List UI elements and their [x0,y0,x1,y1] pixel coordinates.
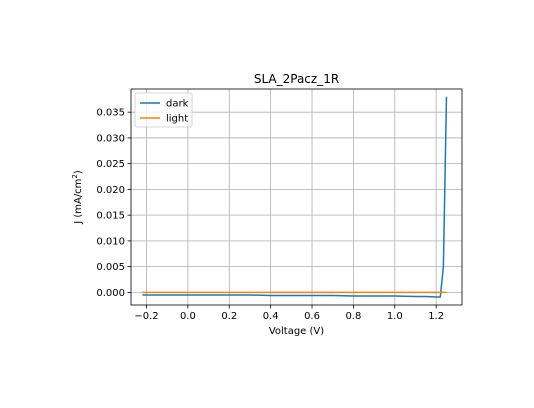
y-tick-label: 0.030 [96,133,125,144]
x-tick-label: 0.6 [304,311,320,322]
y-tick-label: 0.005 [96,262,125,273]
x-tick-label: 1.0 [387,311,403,322]
x-tick-label: 0.2 [221,311,237,322]
y-axis-label-superscript: 2 [71,174,79,178]
chart-title: SLA_2Pacz_1R [254,72,339,86]
x-tick-label: 0.4 [263,311,279,322]
y-axis-label-main: J (mA/cm [73,179,84,225]
x-tick-label: −0.2 [134,311,158,322]
x-axis: −0.2 0.0 0.2 0.4 0.6 0.8 1.0 1.2 [134,305,444,322]
x-tick-label: 0.0 [180,311,196,322]
legend-label-dark: dark [166,99,189,110]
legend: dark light [134,92,193,128]
y-tick-label: 0.015 [96,211,125,222]
x-tick-label: 0.8 [345,311,361,322]
x-tick-label: 1.2 [428,311,444,322]
legend-label-light: light [166,114,188,125]
y-tick-label: 0.000 [96,288,125,299]
y-tick-label: 0.010 [96,236,125,247]
series-layer [142,96,448,298]
y-tick-label: 0.020 [96,185,125,196]
y-axis-label: J (mA/cm2) [71,170,84,225]
plot-frame [130,88,463,306]
y-tick-label: 0.025 [96,159,125,170]
series-line-dark [142,96,448,298]
y-tick-label: 0.035 [96,108,125,119]
x-axis-label: Voltage (V) [269,326,324,337]
y-axis-label-close: ) [73,170,84,174]
y-axis: 0.000 0.005 0.010 0.015 0.020 0.025 0.030 0.035 [96,108,131,299]
